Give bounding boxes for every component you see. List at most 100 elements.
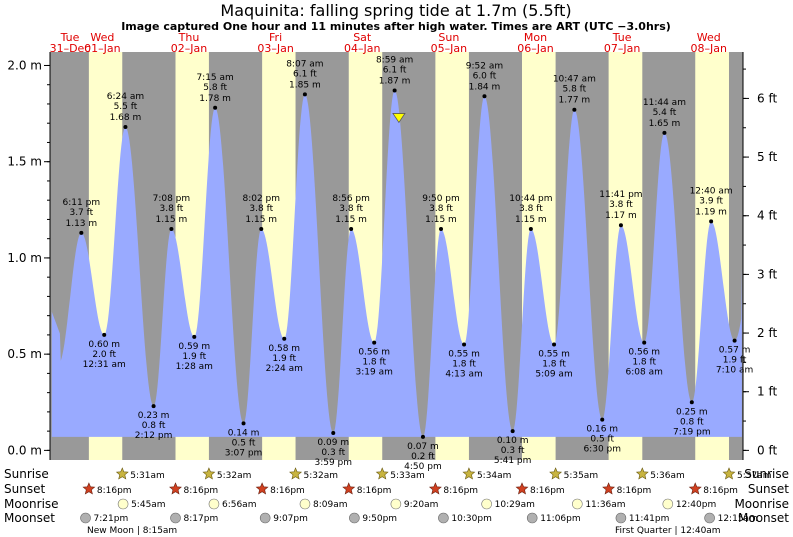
extreme-time-label: 8:59 am [376,55,413,65]
extreme-time-label: 12:40 am [690,186,733,196]
sunrise-time: 5:35am [564,471,599,481]
moonrise-time: 10:29am [495,500,535,510]
extreme-point [102,332,107,337]
extreme-feet-label: 3.8 ft [160,204,184,214]
sunset-time: 8:16pm [183,486,218,496]
day-name-label: Wed [90,31,114,44]
extreme-metre-label: 1.78 m [199,94,231,104]
extreme-time-label: 7:10 am [716,366,753,376]
extreme-metre-label: 0.55 m [448,350,480,360]
extreme-metre-label: 0.58 m [268,344,300,354]
moonset-row-title-right: Moonset [738,511,789,525]
extreme-feet-label: 3.9 ft [699,196,723,206]
moonset-time: 8:17pm [184,514,219,524]
extreme-point [662,130,667,135]
sunset-icon [515,482,529,495]
extreme-feet-label: 5.8 ft [563,85,587,95]
sunrise-time: 5:32am [304,471,339,481]
extreme-time-label: 6:08 am [626,368,663,378]
extreme-feet-label: 5.5 ft [114,102,138,112]
day-name-label: Thu [178,31,200,44]
day-name-label: Sun [438,31,459,44]
extreme-metre-label: 0.56 m [628,348,660,358]
sunset-time: 8:16pm [703,486,738,496]
left-tick-label: 1.5 m [7,155,42,169]
extreme-metre-label: 0.23 m [138,411,170,421]
extreme-metre-label: 0.14 m [228,428,260,438]
tide-area [51,90,742,460]
extreme-metre-label: 1.17 m [605,211,637,221]
extreme-point [302,92,307,97]
extreme-feet-label: 1.8 ft [362,358,386,368]
extreme-time-label: 8:56 pm [332,194,370,204]
extreme-feet-label: 1.9 ft [182,352,206,362]
day-date-label: 02–Jan [171,42,207,55]
extreme-point [420,434,425,439]
sunrise-row-title: Sunrise [4,467,49,481]
sunrise-time: 5:33am [390,471,425,481]
sunrise-time: 5:37am [737,471,772,481]
sunrise-icon [635,467,649,480]
moon-phase-note: New Moon | 8:15am [87,526,177,536]
extreme-point [689,400,694,405]
extreme-point [528,227,533,232]
extreme-point [510,429,515,434]
extreme-metre-label: 1.15 m [245,215,277,225]
day-date-label: 08–Jan [690,42,726,55]
extreme-metre-label: 0.57 m [719,346,751,356]
extreme-feet-label: 6.1 ft [293,69,317,79]
moonset-icon [526,512,538,524]
extreme-point [151,404,156,409]
right-tick-label: 2 ft [757,326,777,340]
extreme-point [572,107,577,112]
moonrise-row-title-right: Moonrise [734,497,789,511]
moonrise-time: 9:20am [404,500,439,510]
day-date-label: 31–Dec [50,42,91,55]
extreme-metre-label: 1.19 m [695,207,727,217]
left-tick-label: 0.0 m [7,443,42,457]
extreme-feet-label: 2.0 ft [92,350,116,360]
sunset-icon [428,482,442,495]
extreme-metre-label: 1.77 m [559,96,591,106]
extreme-feet-label: 1.8 ft [452,360,476,370]
extreme-feet-label: 6.0 ft [473,71,497,81]
extreme-time-label: 3:59 pm [314,458,352,468]
sunset-row-title: Sunset [4,482,45,496]
extreme-time-label: 5:41 pm [494,456,532,466]
extreme-point [482,94,487,99]
extreme-time-label: 3:19 am [356,368,393,378]
extreme-time-label: 6:24 am [107,92,144,102]
moonrise-time: 12:40pm [676,500,716,510]
extreme-point [241,421,246,426]
day-name-label: Fri [269,31,282,44]
extreme-point [259,227,264,232]
moonset-time: 10:30pm [451,514,491,524]
extreme-time-label: 10:47 am [553,75,596,85]
day-name-label: Wed [697,31,721,44]
extreme-feet-label: 0.8 ft [142,421,166,431]
moonset-icon [349,512,360,524]
extreme-feet-label: 1.9 ft [272,354,296,364]
extreme-point [552,342,557,347]
extreme-time-label: 1:28 am [176,362,213,372]
current-level-marker [392,113,406,124]
extreme-point [732,338,737,343]
day-date-label: 04–Jan [344,42,380,55]
day-labels: Tue31–DecWed01–JanThu02–JanFri03–JanSat0… [50,31,727,55]
axes: 0.0 m 0.5 m 1.0 m 1.5 m 2.0 m 0 ft 1 ft 2 ft 3 f… [7,52,777,460]
extreme-feet-label: 0.5 ft [590,435,614,445]
sunset-icon [602,482,616,495]
extreme-time-label: 4:50 pm [404,462,442,472]
extreme-metre-label: 1.87 m [379,76,411,86]
moonrise-time: 11:36am [585,500,625,510]
sunrise-icon [202,467,216,480]
extreme-feet-label: 1.8 ft [632,358,656,368]
sunrise-time: 5:32am [217,471,252,481]
extreme-feet-label: 0.3 ft [501,446,525,456]
day-name-label: Mon [524,31,547,44]
extreme-time-label: 11:44 am [643,98,686,108]
right-tick-label: 3 ft [757,267,777,281]
extreme-metre-label: 1.15 m [515,215,547,225]
extreme-feet-label: 0.8 ft [680,417,704,427]
left-tick-label: 2.0 m [7,58,42,72]
